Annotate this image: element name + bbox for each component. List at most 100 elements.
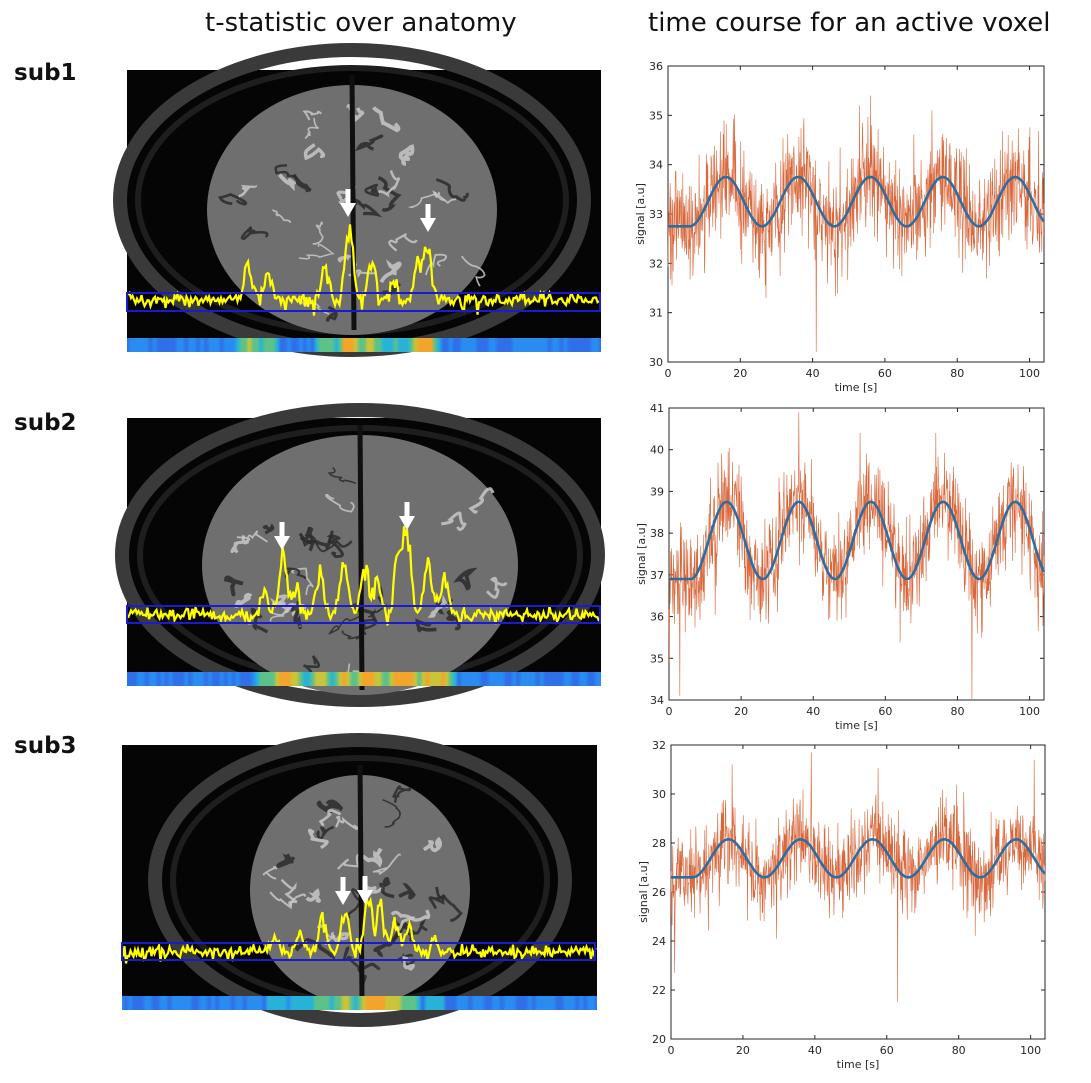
gyrus [303,143,326,161]
gyrus [390,909,431,922]
gyrus [341,630,367,640]
gyrus [379,259,402,284]
gyrus [441,511,467,531]
arrow-head [399,516,415,530]
roi-box [126,605,601,624]
arrow-icon [357,876,373,904]
y-tick-label: 30 [652,788,666,801]
gyrus [435,886,463,923]
timecourse-chart-1: 0 20 40 60 80 100 30 31 32 33 34 35 36 time [s] signal… [634,60,1046,394]
gyrus [427,594,449,618]
anatomy-panel-2 [115,403,605,707]
x-tick-label: 100 [1020,1044,1041,1057]
plot-frame [670,744,1046,1040]
gyrus [272,209,291,224]
gyrus [236,530,269,543]
y-tick-label: 24 [652,935,666,948]
gyrus [316,799,343,815]
arrow-shaft [340,877,346,893]
y-tick-label: 20 [652,1033,666,1046]
gyrus [250,607,269,634]
x-tick-label: 0 [665,367,672,380]
gyrus [398,144,415,166]
y-tick-label: 34 [650,694,664,707]
gyrus [278,173,297,192]
x-tick-label: 40 [806,367,820,380]
y-tick-label: 39 [650,485,664,498]
gyrus [446,609,461,631]
gyrus [318,809,342,827]
gyrus [422,836,443,853]
tstat-colorbar [127,672,601,686]
model-series [668,175,1046,228]
gyrus [292,174,312,193]
x-tick-label: 80 [952,1044,966,1057]
x-tick-label: 20 [736,1044,750,1057]
roi-box [121,942,596,961]
gyrus [377,170,401,198]
gyrus [452,567,478,591]
gyrus [218,193,248,206]
gyrus [435,178,469,202]
x-tick-label: 80 [950,705,964,718]
x-axis-label: time [s] [837,1058,880,1071]
y-tick-label: 31 [649,307,663,320]
arrow-icon [420,204,436,232]
x-tick-label: 60 [878,705,892,718]
gyrus [379,876,395,899]
gyrus [337,853,361,870]
x-tick-label: 20 [734,705,748,718]
arrow-shaft [425,204,431,220]
gyrus [325,493,355,513]
gyrus [326,305,338,322]
arrow-head [357,890,373,904]
y-tick-label: 36 [650,611,664,624]
y-tick-label: 41 [650,402,664,415]
gyrus [269,593,288,608]
gyrus [240,225,269,240]
x-tick-label: 0 [668,1044,675,1057]
gyrus [372,853,401,875]
y-tick-label: 35 [650,652,664,665]
gyrus [280,878,298,907]
plot-frame [667,65,1045,363]
y-tick-label: 30 [649,356,663,369]
gyrus [353,198,383,218]
gyrus [328,611,364,635]
gyrus [230,535,250,554]
plot-frame [668,407,1045,701]
y-tick-label: 33 [649,208,663,221]
y-tick-label: 35 [649,109,663,122]
x-tick-label: 60 [880,1044,894,1057]
y-axis-label: signal [a.u] [637,861,650,923]
gyrus [304,526,337,553]
gyrus [269,602,294,622]
y-axis-label: signal [a.u] [634,183,647,245]
gyrus [305,888,321,903]
tstat-colorbar [127,338,601,352]
gyrus [238,184,257,198]
x-tick-label: 20 [733,367,747,380]
tstat-colorbar [122,996,597,1010]
gyrus [315,825,335,840]
gyrus [302,110,322,121]
gyrus [335,815,359,831]
x-tick-label: 80 [950,367,964,380]
model-series [669,500,1046,581]
gyrus [234,592,253,608]
gyrus [327,467,357,484]
gyrus [392,785,412,803]
gyrus [224,575,244,597]
gyrus [382,798,401,828]
gyrus [461,255,486,287]
gyrus [307,828,329,850]
subject-label-2: sub2 [14,410,77,436]
arrow-head [340,203,356,217]
y-tick-label: 40 [650,444,664,457]
y-tick-label: 36 [649,60,663,73]
x-axis-label: time [s] [835,719,878,732]
gyrus [364,183,380,197]
arrow-icon [340,189,356,217]
signal-series [668,412,1045,701]
